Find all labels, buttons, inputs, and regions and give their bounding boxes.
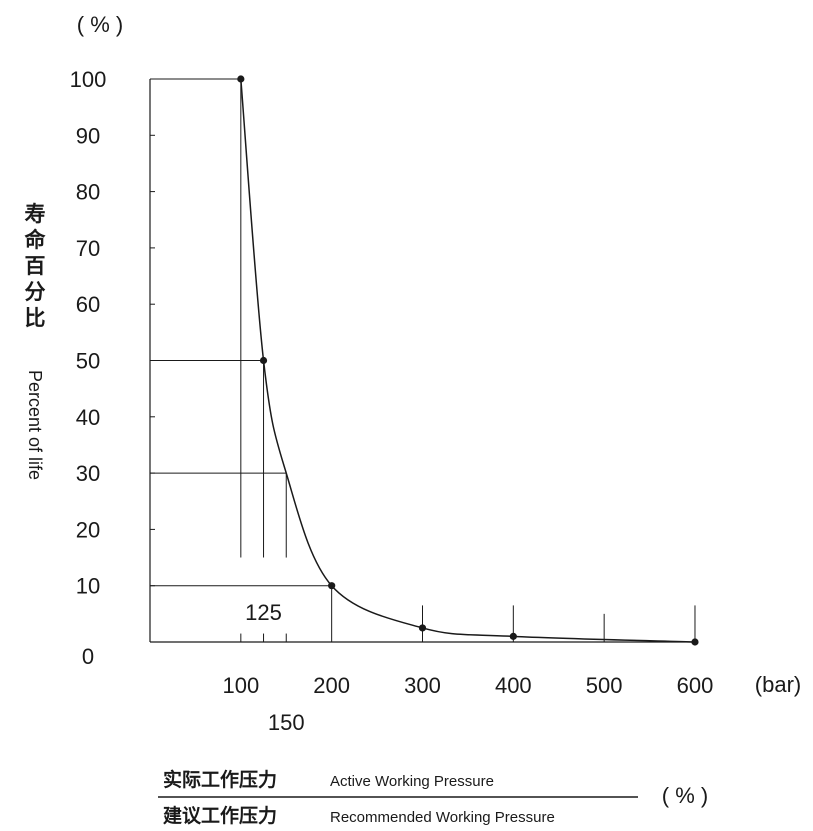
guide-lines — [150, 78, 333, 642]
y-tick-label: 90 — [76, 123, 100, 148]
y-unit-label: ( % ) — [77, 12, 123, 37]
data-point — [259, 356, 268, 365]
y-tick-label: 30 — [76, 461, 100, 486]
data-point — [691, 638, 699, 646]
y-tick-label: 10 — [76, 574, 100, 599]
life-curve — [240, 78, 696, 643]
y-axis-title-glyph: 百 — [25, 254, 46, 278]
y-tick-label: 80 — [76, 180, 100, 205]
x-tick-label: 125 — [245, 600, 282, 625]
data-point — [418, 624, 427, 632]
y-tick-label: 60 — [76, 292, 100, 317]
formula-denominator-cn: 建议工作压力 — [163, 804, 277, 827]
x-tick-label: 300 — [404, 673, 441, 698]
data-markers — [237, 75, 699, 646]
x-tick-labels: 100 200 300 400 500 600 125 150 — [222, 600, 713, 735]
y-tick-labels: 0 10 20 30 40 50 60 70 80 90 100 — [70, 67, 107, 669]
x-tick-label: 200 — [313, 673, 350, 698]
data-point — [509, 632, 517, 640]
y-axis-title-glyph: 寿 — [25, 202, 46, 226]
x-tick-label: 100 — [222, 673, 259, 698]
formula-numerator-en: Active Working Pressure — [330, 773, 494, 790]
x-tick-label: 400 — [495, 673, 532, 698]
y-tick-label: 0 — [82, 644, 94, 669]
tick-marks — [150, 78, 696, 642]
formula-numerator-cn: 实际工作压力 — [163, 768, 277, 791]
y-tick-label: 100 — [70, 67, 107, 92]
x-tick-label: 150 — [268, 710, 305, 735]
x-unit-label: (bar) — [755, 672, 801, 697]
y-tick-label: 20 — [76, 517, 100, 542]
y-axis-title-glyph: 分 — [25, 280, 46, 304]
data-point — [328, 582, 336, 590]
x-axis-formula: 实际工作压力 Active Working Pressure 建议工作压力 Re… — [158, 768, 708, 827]
formula-denominator-en: Recommended Working Pressure — [330, 809, 555, 826]
y-tick-label: 40 — [76, 405, 100, 430]
y-axis-title-en: Percent of life — [25, 370, 45, 480]
x-tick-label: 500 — [586, 673, 623, 698]
y-tick-label: 50 — [76, 349, 100, 374]
data-point — [237, 75, 245, 83]
y-axis-title-glyph: 比 — [25, 306, 46, 330]
y-axis-title-cn: 寿命百分比 — [25, 202, 47, 330]
formula-unit: ( % ) — [662, 783, 708, 808]
x-tick-label: 600 — [677, 673, 714, 698]
y-axis-title: 寿命百分比 Percent of life — [25, 202, 47, 480]
y-axis-title-glyph: 命 — [25, 228, 47, 252]
y-tick-label: 70 — [76, 236, 100, 261]
